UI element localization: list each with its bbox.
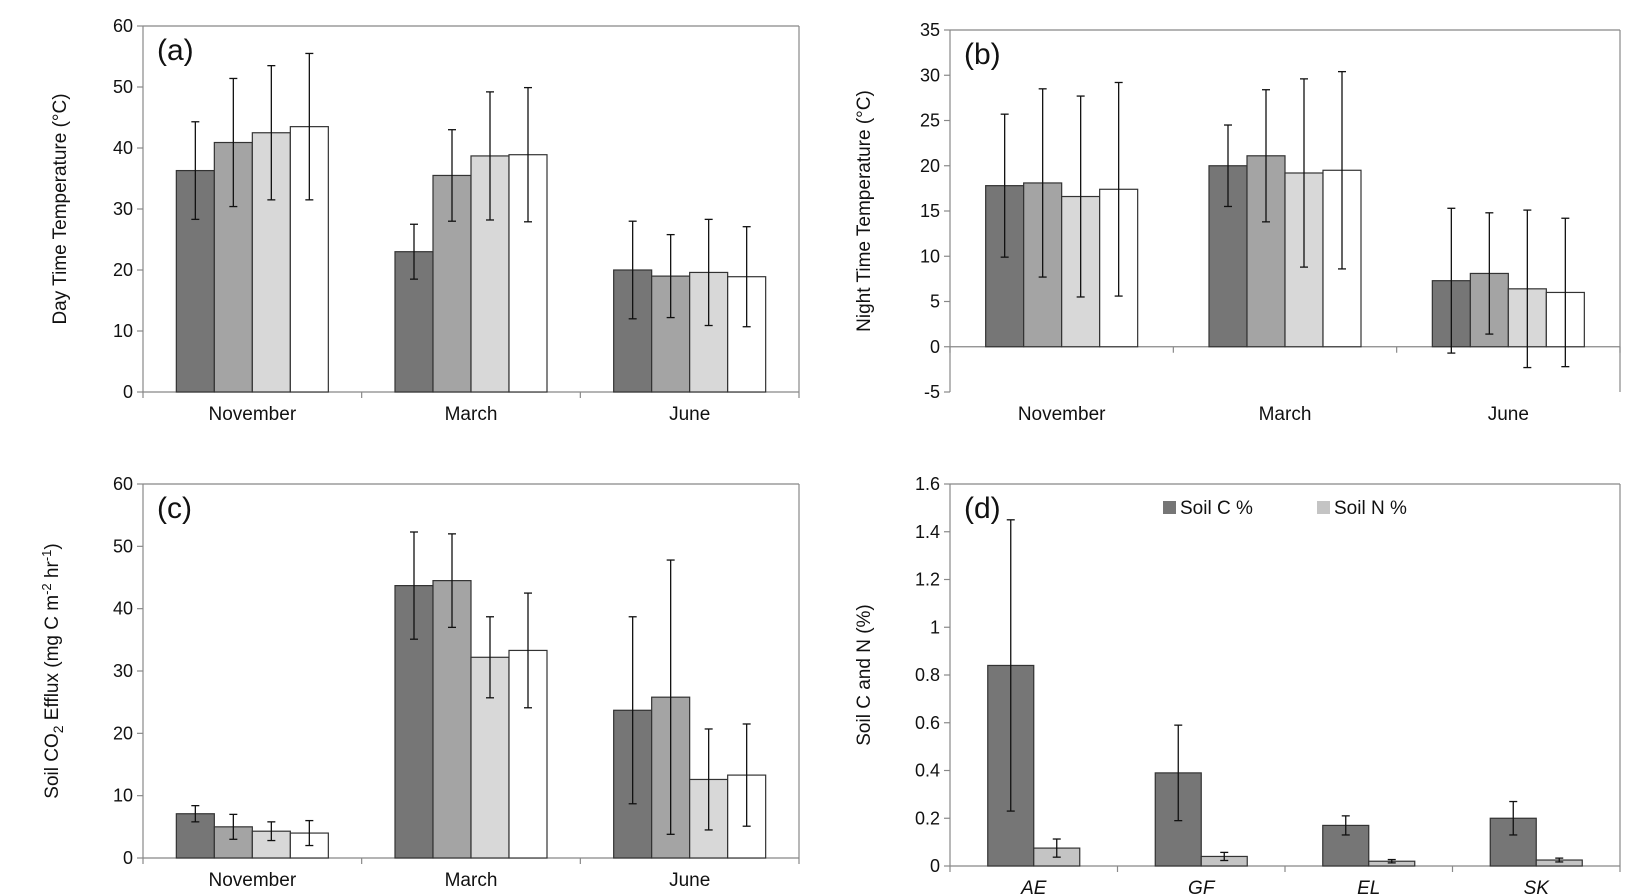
y-tick-label: 1.4 bbox=[915, 522, 940, 542]
chart-panel-2: -5 0 5 10 15 20 25 30 35 Night Time Temperature (… bbox=[854, 20, 1621, 425]
panel-label: (b) bbox=[964, 38, 1001, 71]
y-tick-label: 15 bbox=[920, 201, 940, 221]
y-tick-label: 60 bbox=[113, 16, 133, 36]
y-tick-label: 30 bbox=[113, 661, 133, 681]
y-tick-label: 0 bbox=[123, 382, 133, 402]
x-category-label: AE bbox=[1020, 878, 1047, 896]
x-category-label: June bbox=[669, 404, 710, 425]
chart-panel-1: 0 10 20 30 40 50 60 Day Time Temperature (°C) (a… bbox=[50, 16, 800, 425]
panel-label: (d) bbox=[964, 492, 1001, 525]
y-tick-label: 0 bbox=[123, 848, 133, 868]
y-tick-label: 10 bbox=[920, 246, 940, 266]
legend-swatch-1 bbox=[1163, 501, 1176, 514]
y-tick-label: 10 bbox=[113, 321, 133, 341]
x-category-label: SK bbox=[1524, 878, 1551, 896]
x-category-label: March bbox=[445, 404, 498, 425]
y-tick-label: 25 bbox=[920, 111, 940, 131]
y-axis-label: Day Time Temperature (°C) bbox=[50, 93, 71, 324]
legend-swatch-2 bbox=[1317, 501, 1330, 514]
y-tick-label: 30 bbox=[920, 65, 940, 85]
y-tick-label: 1.2 bbox=[915, 570, 940, 590]
x-category-label: June bbox=[669, 870, 710, 891]
x-category-label: March bbox=[445, 870, 498, 891]
y-tick-label: 0.8 bbox=[915, 665, 940, 685]
y-tick-label: 0.6 bbox=[915, 713, 940, 733]
chart-panel-4: 0 0.2 0.4 0.6 0.8 1 1.2 1.4 1.6 Soil C and N (%) (… bbox=[854, 474, 1621, 896]
chart-panel-3: 0 10 20 30 40 50 60 Soil CO2 Efflux (mg C m-2 h… bbox=[39, 474, 800, 891]
x-category-label: March bbox=[1259, 404, 1312, 425]
panel-label: (c) bbox=[157, 492, 192, 525]
y-tick-label: 5 bbox=[930, 292, 940, 312]
y-tick-label: 20 bbox=[113, 723, 133, 743]
y-tick-label: 20 bbox=[113, 260, 133, 280]
x-category-label: November bbox=[209, 870, 297, 891]
y-axis-label: Night Time Temperature (°C) bbox=[854, 90, 875, 332]
legend-label-2: Soil N % bbox=[1334, 498, 1407, 519]
x-category-label: November bbox=[1018, 404, 1106, 425]
y-tick-label: 10 bbox=[113, 786, 133, 806]
y-tick-label: 50 bbox=[113, 77, 133, 97]
y-tick-label: 30 bbox=[113, 199, 133, 219]
x-category-label: November bbox=[209, 404, 297, 425]
y-tick-label: -5 bbox=[924, 382, 940, 402]
y-tick-label: 60 bbox=[113, 474, 133, 494]
panel-label: (a) bbox=[157, 34, 194, 67]
y-tick-label: 40 bbox=[113, 138, 133, 158]
x-category-label: GF bbox=[1188, 878, 1216, 896]
y-tick-label: 35 bbox=[920, 20, 940, 40]
y-tick-label: 1.6 bbox=[915, 474, 940, 494]
y-tick-label: 0.4 bbox=[915, 761, 940, 781]
x-category-label: June bbox=[1488, 404, 1529, 425]
x-category-label: EL bbox=[1357, 878, 1380, 896]
y-axis-label: Soil CO2 Efflux (mg C m-2 hr-1) bbox=[39, 543, 66, 798]
y-tick-label: 1 bbox=[930, 617, 940, 637]
y-axis-label: Soil C and N (%) bbox=[854, 604, 875, 746]
y-tick-label: 40 bbox=[113, 599, 133, 619]
y-tick-label: 0 bbox=[930, 337, 940, 357]
legend-label-1: Soil C % bbox=[1180, 498, 1253, 519]
y-tick-label: 0 bbox=[930, 856, 940, 876]
y-tick-label: 20 bbox=[920, 156, 940, 176]
y-tick-label: 50 bbox=[113, 536, 133, 556]
y-tick-label: 0.2 bbox=[915, 808, 940, 828]
